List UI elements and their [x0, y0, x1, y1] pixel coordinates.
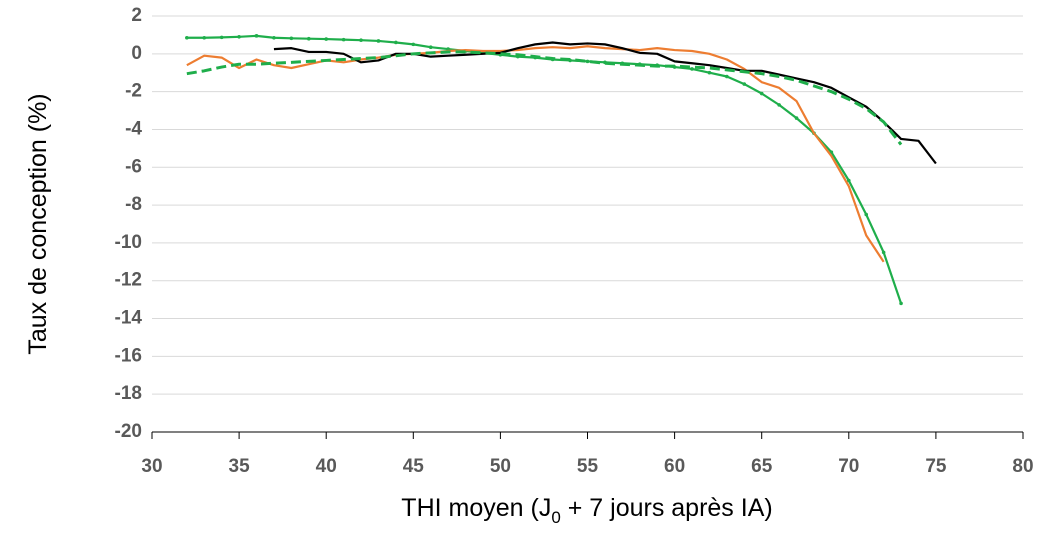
x-axis-label: THI moyen (J0 + 7 jours après IA)	[401, 494, 772, 527]
series-marker	[324, 37, 329, 41]
y-tick-label: -16	[115, 345, 142, 366]
x-tick-label: 70	[838, 456, 859, 477]
series-line	[186, 45, 885, 263]
series-marker	[690, 67, 694, 71]
series-marker	[254, 34, 259, 38]
series-marker	[359, 38, 363, 43]
x-tick-label: 45	[403, 456, 425, 477]
y-tick-label: -10	[115, 232, 142, 253]
x-tick-label: 60	[664, 456, 685, 477]
y-tick-label: -8	[125, 194, 142, 215]
series-marker	[759, 91, 764, 96]
y-tick-label: 0	[131, 43, 142, 64]
y-tick-label: -6	[125, 156, 142, 177]
series-marker	[341, 37, 346, 42]
series-marker	[272, 35, 276, 40]
y-tick-label: -18	[115, 383, 142, 404]
y-tick-label: -14	[115, 308, 143, 329]
x-tick-label: 30	[141, 456, 162, 477]
y-axis-label: Taux de conception (%)	[24, 93, 52, 354]
series-marker	[881, 250, 886, 255]
series-marker	[394, 40, 398, 45]
y-tick-label: 2	[131, 5, 142, 26]
x-tick-label: 50	[490, 456, 511, 477]
series-marker	[219, 35, 224, 40]
series-marker	[847, 178, 851, 183]
series-marker	[289, 36, 294, 41]
series-marker	[411, 42, 416, 47]
series-marker	[794, 116, 799, 120]
series-marker	[428, 45, 433, 49]
x-tick-label: 65	[751, 456, 773, 477]
x-tick-label: 55	[577, 456, 599, 477]
series-marker	[707, 70, 712, 75]
y-tick-label: -20	[115, 421, 142, 442]
series-marker	[864, 212, 869, 217]
y-tick-label: -12	[115, 270, 142, 291]
series-marker	[585, 59, 590, 64]
y-tick-label: -2	[125, 81, 142, 102]
x-tick-label: 35	[229, 456, 251, 477]
series-marker	[725, 74, 729, 79]
series-marker	[306, 36, 311, 41]
series-marker	[899, 301, 903, 306]
y-tick-label: -4	[125, 118, 142, 139]
series-marker	[185, 35, 189, 40]
x-tick-label: 75	[925, 456, 947, 477]
series-marker	[202, 35, 207, 40]
x-tick-label: 80	[1012, 456, 1033, 477]
series-line	[186, 34, 903, 304]
x-tick-label: 40	[316, 456, 337, 477]
series-marker	[742, 82, 747, 86]
series-marker	[376, 39, 381, 43]
series-marker	[237, 35, 241, 39]
series-marker	[777, 103, 781, 107]
